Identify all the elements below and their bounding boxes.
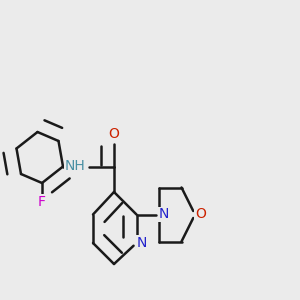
- Text: N: N: [136, 236, 147, 250]
- Text: O: O: [109, 127, 119, 141]
- Text: NH: NH: [65, 160, 85, 173]
- Text: N: N: [159, 208, 169, 221]
- Text: F: F: [38, 194, 46, 208]
- Text: O: O: [195, 208, 206, 221]
